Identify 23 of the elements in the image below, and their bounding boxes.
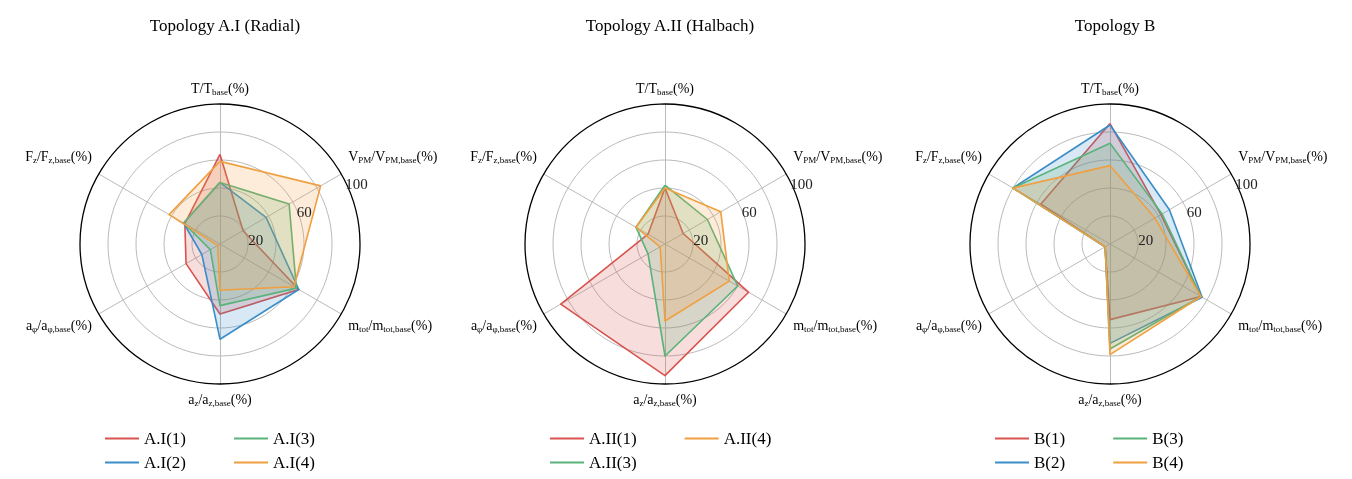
y-tick-label: 20 [693,231,709,248]
legend-label: B(1) [1034,429,1066,448]
chart-title: Topology B [1074,16,1156,35]
legend-label: B(4) [1152,453,1184,472]
legend-label: A.I(1) [144,429,187,448]
y-tick-label: 60 [296,203,312,220]
y-tick-label: 20 [1138,231,1154,248]
legend-label: A.II(4) [723,429,772,448]
legend-label: B(3) [1152,429,1184,448]
y-tick-label: 100 [1235,175,1258,192]
legend-label: A.II(3) [589,453,637,472]
legend-label: A.II(1) [589,429,637,448]
y-tick-label: 60 [741,203,757,220]
legend-label: A.I(4) [273,453,316,472]
y-tick-label: 100 [345,175,368,192]
legend-label: B(2) [1034,453,1066,472]
legend-label: A.I(2) [144,453,187,472]
chart-title: Topology A.II (Halbach) [585,16,755,35]
chart-title: Topology A.I (Radial) [149,16,301,35]
y-tick-label: 60 [1186,203,1202,220]
y-tick-label: 20 [248,231,264,248]
y-tick-label: 100 [790,175,813,192]
legend-label: A.I(3) [273,429,316,448]
